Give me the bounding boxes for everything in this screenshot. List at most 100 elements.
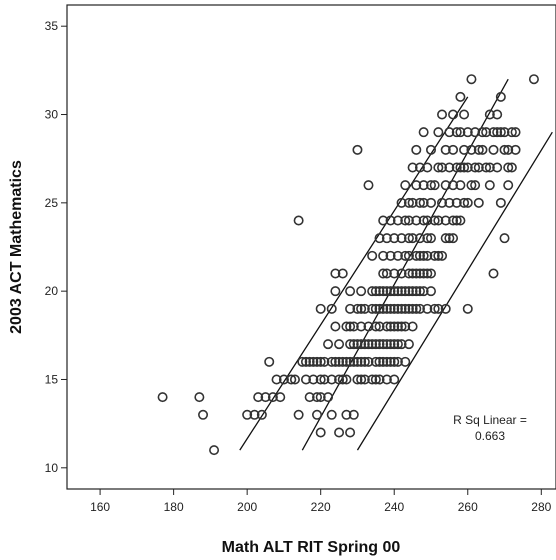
data-point — [370, 303, 381, 314]
data-point — [356, 374, 367, 385]
data-point — [425, 286, 436, 297]
data-point — [403, 197, 414, 208]
y-axis-ticks: 10 15 20 25 30 35 — [45, 19, 67, 475]
data-point — [194, 392, 205, 403]
data-point — [499, 127, 510, 138]
data-point — [389, 374, 400, 385]
data-point — [429, 215, 440, 226]
data-point — [473, 197, 484, 208]
data-point — [381, 233, 392, 244]
data-point — [367, 250, 378, 261]
data-point — [418, 215, 429, 226]
data-point — [407, 162, 418, 173]
data-point — [256, 409, 267, 420]
data-point — [348, 321, 359, 332]
data-point — [492, 162, 503, 173]
y-tick-label: 35 — [45, 19, 59, 33]
data-point — [510, 127, 521, 138]
data-point — [440, 303, 451, 314]
data-point — [359, 356, 370, 367]
data-point — [433, 250, 444, 261]
data-point — [455, 215, 466, 226]
data-point — [356, 356, 367, 367]
data-point — [503, 180, 514, 191]
data-point — [356, 303, 367, 314]
data-point — [352, 374, 363, 385]
data-point — [396, 339, 407, 350]
data-point — [488, 268, 499, 279]
data-point — [367, 303, 378, 314]
data-point — [400, 303, 411, 314]
data-point — [414, 286, 425, 297]
data-point — [363, 356, 374, 367]
data-point — [253, 392, 264, 403]
data-point — [374, 233, 385, 244]
data-point — [403, 286, 414, 297]
data-point — [323, 339, 334, 350]
data-point — [429, 180, 440, 191]
data-point — [319, 356, 330, 367]
data-point — [411, 180, 422, 191]
data-point — [425, 144, 436, 155]
data-point — [499, 233, 510, 244]
data-point — [462, 127, 473, 138]
data-point — [345, 303, 356, 314]
data-point — [418, 180, 429, 191]
data-point — [367, 339, 378, 350]
data-point — [433, 303, 444, 314]
data-point — [407, 197, 418, 208]
data-point — [451, 127, 462, 138]
data-point — [440, 180, 451, 191]
data-point — [345, 356, 356, 367]
data-point — [444, 197, 455, 208]
data-point — [381, 268, 392, 279]
data-point — [407, 303, 418, 314]
data-point — [267, 392, 278, 403]
y-tick-label: 25 — [45, 196, 59, 210]
r-squared-annotation-line1: R Sq Linear = — [453, 413, 527, 427]
data-point — [459, 109, 470, 120]
data-point — [495, 91, 506, 102]
data-point — [444, 233, 455, 244]
data-point — [418, 127, 429, 138]
data-point — [370, 356, 381, 367]
data-point — [374, 339, 385, 350]
data-point — [385, 250, 396, 261]
x-tick-label: 200 — [237, 500, 257, 514]
data-point — [506, 127, 517, 138]
x-axis-ticks: 160 180 200 220 240 260 280 — [90, 489, 552, 514]
data-point — [326, 303, 337, 314]
data-point — [400, 250, 411, 261]
data-point — [315, 374, 326, 385]
data-point — [367, 286, 378, 297]
data-point — [503, 162, 514, 173]
data-point — [477, 144, 488, 155]
data-point — [352, 144, 363, 155]
data-point — [451, 197, 462, 208]
data-point — [455, 162, 466, 173]
data-point — [455, 91, 466, 102]
data-point — [209, 445, 220, 456]
data-point — [403, 250, 414, 261]
data-point — [403, 303, 414, 314]
data-point — [448, 180, 459, 191]
data-point — [334, 374, 345, 385]
data-point — [293, 409, 304, 420]
data-point — [330, 268, 341, 279]
data-point — [315, 427, 326, 438]
data-point — [411, 215, 422, 226]
data-point — [462, 303, 473, 314]
data-point — [359, 303, 370, 314]
data-point — [495, 197, 506, 208]
data-point — [484, 162, 495, 173]
data-point — [433, 127, 444, 138]
x-tick-label: 260 — [458, 500, 478, 514]
data-point — [414, 162, 425, 173]
data-point — [381, 374, 392, 385]
data-point — [363, 321, 374, 332]
data-point — [374, 374, 385, 385]
data-point — [341, 356, 352, 367]
data-point — [334, 339, 345, 350]
data-point — [389, 233, 400, 244]
data-point — [392, 215, 403, 226]
